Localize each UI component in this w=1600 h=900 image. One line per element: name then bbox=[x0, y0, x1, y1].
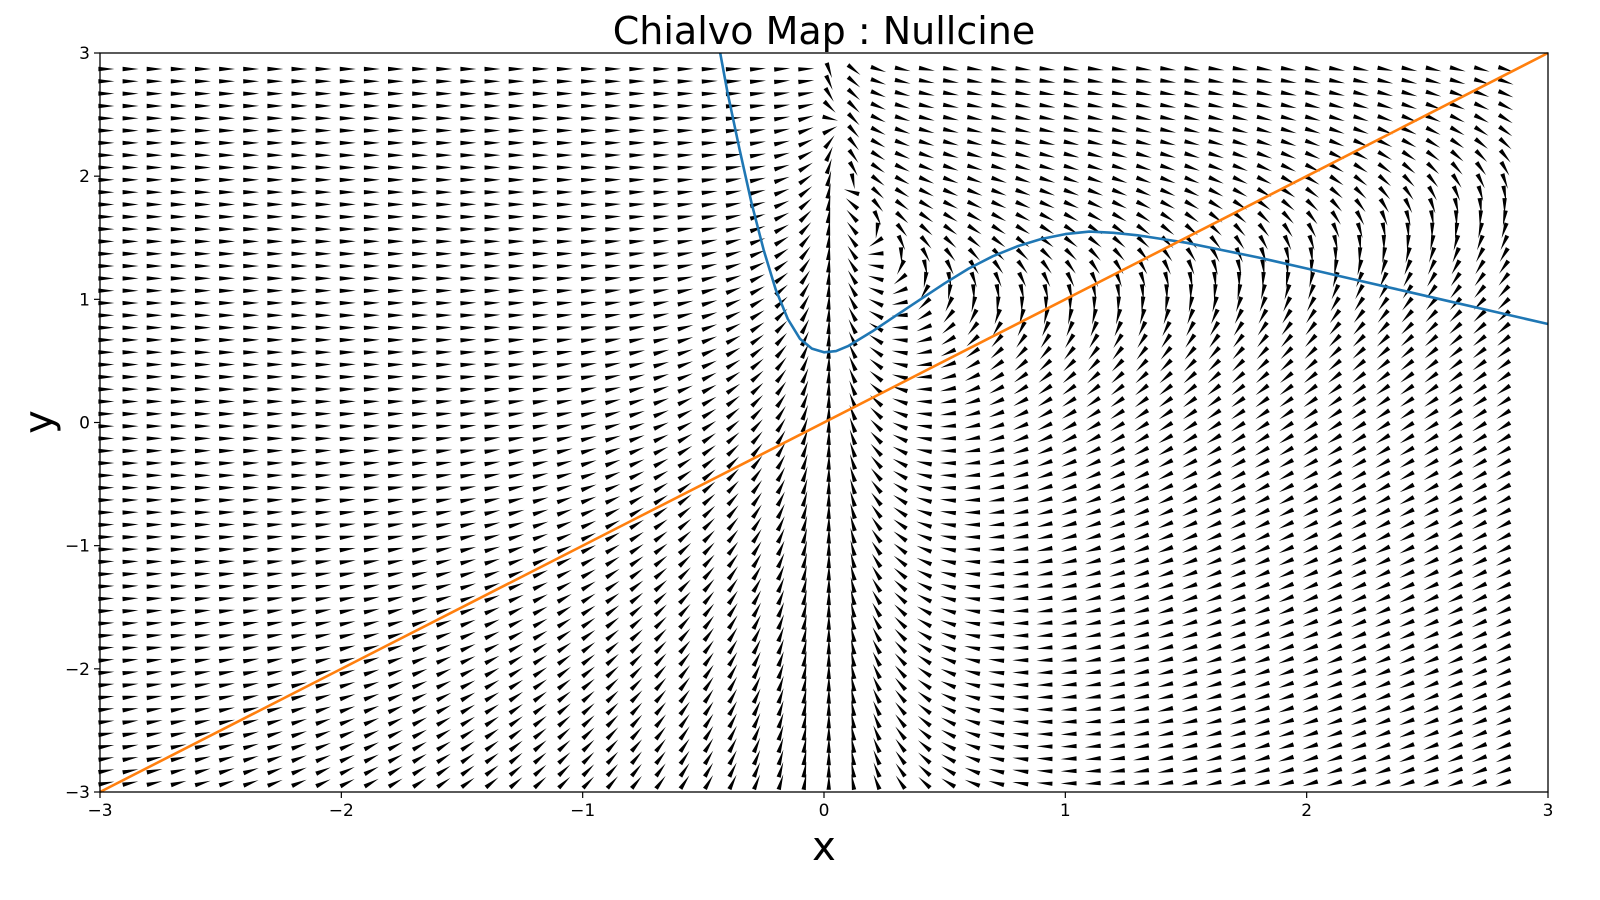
x-axis-label: x bbox=[812, 824, 836, 870]
chart-title: Chialvo Map : Nullcine bbox=[613, 9, 1036, 53]
x-tick-label: 3 bbox=[1543, 801, 1554, 821]
y-tick-label: 0 bbox=[79, 414, 90, 434]
quiver-arrows bbox=[98, 62, 1514, 791]
x-tick-label: −2 bbox=[329, 801, 354, 821]
y-tick-label: 2 bbox=[79, 167, 90, 187]
y-tick-label: −2 bbox=[65, 660, 90, 680]
x-tick-label: −3 bbox=[87, 801, 112, 821]
x-tick-label: −1 bbox=[570, 801, 595, 821]
y-axis-label: y bbox=[16, 410, 62, 434]
x-tick-label: 2 bbox=[1301, 801, 1312, 821]
y-tick-label: 3 bbox=[79, 44, 90, 64]
axis-ticks: −3 −2 −1 0 1 2 3 −3 −2 −1 0 1 2 3 bbox=[65, 44, 1553, 821]
series-line-2 bbox=[99, 51, 1549, 794]
x-tick-label: 1 bbox=[1060, 801, 1071, 821]
series-line-1 bbox=[718, 52, 1549, 354]
quiver-field bbox=[98, 62, 1514, 791]
y-tick-label: −3 bbox=[65, 783, 90, 803]
series-layer bbox=[99, 51, 1549, 794]
x-tick-label: 0 bbox=[819, 801, 830, 821]
y-tick-label: −1 bbox=[65, 537, 90, 557]
y-tick-label: 1 bbox=[79, 290, 90, 310]
